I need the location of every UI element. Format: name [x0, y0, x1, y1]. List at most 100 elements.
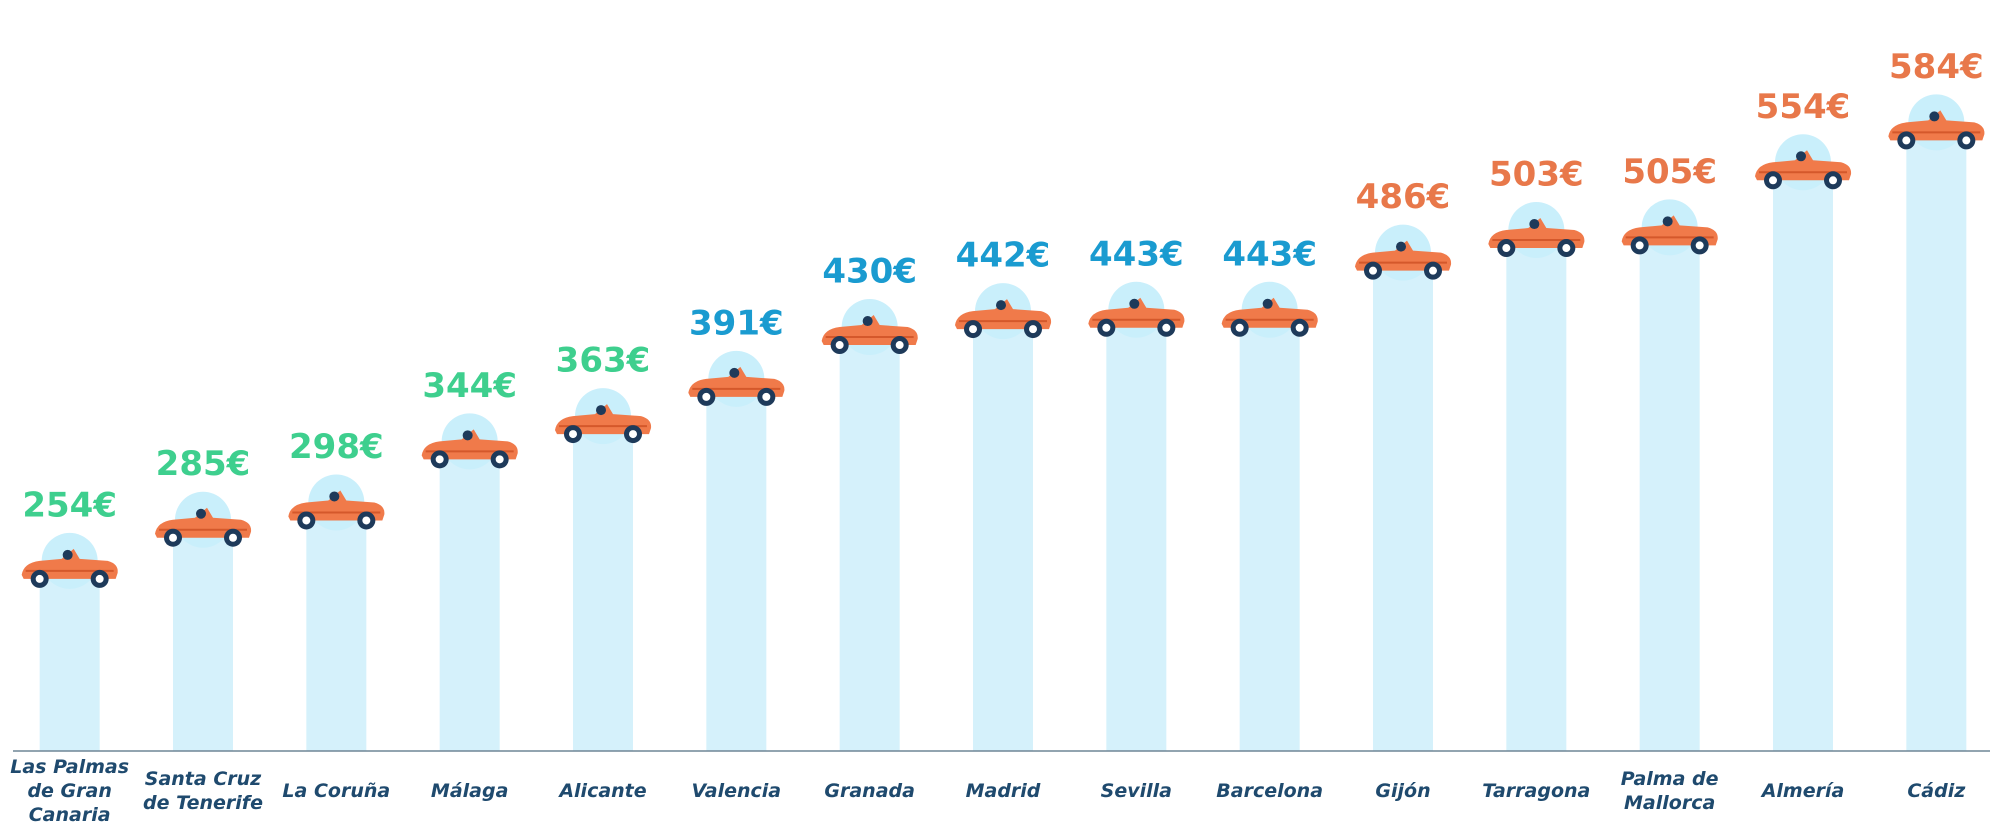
car-driver — [1396, 241, 1406, 252]
car-driver — [996, 300, 1006, 311]
car-hub — [895, 341, 904, 350]
value-label: 486€ — [1356, 177, 1451, 217]
value-label: 443€ — [1222, 234, 1317, 274]
bar — [1106, 321, 1167, 751]
x-tick-label: Cádiz — [1907, 780, 1966, 802]
bar — [839, 339, 900, 751]
value-label: 554€ — [1756, 87, 1851, 127]
car-hub — [1429, 266, 1437, 275]
x-tick-label: Granada — [824, 780, 915, 802]
value-label: 442€ — [956, 236, 1051, 276]
x-tick-label: Barcelona — [1216, 780, 1324, 802]
value-label: 254€ — [22, 485, 117, 525]
bar — [1906, 134, 1967, 751]
car-hub — [495, 455, 504, 464]
value-label: 298€ — [289, 427, 384, 467]
value-label: 285€ — [156, 444, 251, 484]
bar — [573, 428, 633, 751]
car-driver — [62, 549, 73, 560]
car-driver — [196, 508, 206, 519]
car-driver — [1662, 216, 1673, 227]
car — [1221, 281, 1318, 338]
x-tick-label: Alicante — [559, 780, 647, 802]
car-driver — [1929, 111, 1940, 122]
value-label: 584€ — [1889, 47, 1984, 87]
car-hub — [1962, 136, 1971, 145]
bar — [1773, 174, 1833, 751]
bar — [173, 531, 233, 751]
car — [1888, 94, 1985, 151]
car-hub — [1029, 325, 1037, 334]
car — [288, 474, 385, 531]
x-tick-label: Almería — [1761, 780, 1845, 802]
x-tick-label: Valencia — [691, 780, 782, 802]
x-tick-label: Madrid — [965, 780, 1041, 802]
car-hub — [1295, 323, 1304, 332]
car-hub — [302, 516, 311, 525]
car-hub — [362, 516, 371, 525]
car-driver — [1529, 219, 1540, 230]
bar — [439, 453, 500, 751]
car-hub — [1635, 241, 1644, 250]
car — [688, 350, 785, 407]
car-driver — [729, 367, 740, 378]
car-hub — [169, 533, 177, 542]
car-hub — [1902, 136, 1911, 145]
value-label: 391€ — [689, 303, 784, 343]
x-tick-label: Las Palmas de Gran Canaria — [10, 756, 130, 826]
car — [555, 388, 652, 445]
bar — [1373, 264, 1433, 751]
car-driver — [596, 405, 606, 416]
bar — [973, 323, 1033, 751]
value-label: 430€ — [822, 252, 917, 292]
car — [155, 491, 252, 548]
value-label: 443€ — [1089, 234, 1184, 274]
car — [1088, 281, 1185, 338]
car-hub — [702, 392, 711, 401]
car-hub — [1102, 323, 1111, 332]
car — [955, 283, 1052, 340]
car-driver — [462, 430, 473, 441]
car-driver — [329, 491, 340, 502]
car-driver — [1796, 151, 1806, 162]
car — [21, 532, 118, 589]
car-hub — [1695, 241, 1704, 250]
car — [1755, 134, 1852, 191]
car-hub — [629, 430, 637, 439]
car-hub — [1829, 176, 1837, 185]
car-driver — [862, 316, 873, 327]
car — [1621, 199, 1718, 256]
x-tick-label: Tarragona — [1482, 780, 1591, 802]
car-hub — [835, 341, 844, 350]
car-hub — [229, 533, 237, 542]
value-label: 344€ — [422, 366, 517, 406]
car-hub — [1502, 244, 1511, 253]
car-driver — [1262, 298, 1273, 309]
x-tick-label: La Coruña — [282, 780, 391, 802]
car — [1355, 224, 1452, 281]
car-hub — [35, 574, 44, 583]
x-tick-label: Palma de Mallorca — [1620, 768, 1719, 814]
car — [821, 299, 918, 356]
car-hub — [95, 574, 104, 583]
x-tick-label: Gijón — [1375, 780, 1431, 802]
bar — [39, 572, 100, 751]
car-hub — [1769, 176, 1777, 185]
car-hub — [435, 455, 444, 464]
car-driver — [1129, 298, 1140, 309]
car-hub — [1562, 244, 1571, 253]
value-label: 503€ — [1489, 155, 1584, 195]
car-hub — [762, 392, 771, 401]
bar — [706, 390, 767, 751]
x-tick-label: Sevilla — [1100, 780, 1172, 802]
car — [1488, 202, 1585, 259]
car-hub — [1235, 323, 1244, 332]
x-tick-label: Santa Cruz de Tenerife — [143, 768, 263, 814]
bar — [1239, 321, 1300, 751]
car-hub — [1369, 266, 1377, 275]
bar — [1639, 239, 1700, 751]
x-tick-label: Málaga — [430, 780, 509, 802]
car — [421, 413, 518, 470]
